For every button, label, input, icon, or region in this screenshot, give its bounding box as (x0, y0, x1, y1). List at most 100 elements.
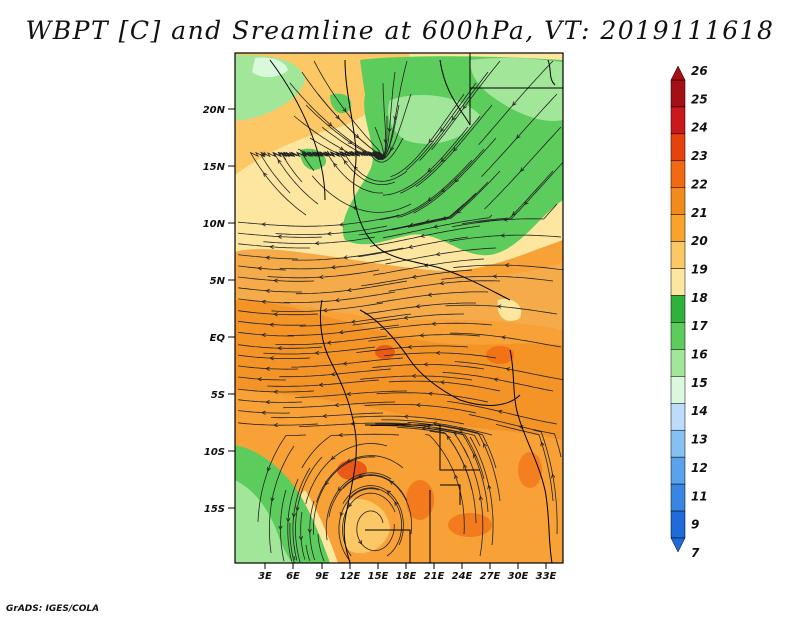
streamline-arrow (330, 455, 336, 460)
streamline (450, 332, 562, 348)
wbpt-hotspot-4 (406, 480, 434, 520)
streamline-arrow (386, 490, 391, 495)
streamline-arrow (435, 350, 441, 356)
streamline (299, 422, 412, 427)
streamline-arrow (343, 159, 348, 165)
border-center (359, 309, 521, 406)
streamline-arrow (415, 403, 421, 408)
streamline (289, 82, 375, 157)
streamline (279, 368, 392, 378)
streamline-arrow (411, 274, 417, 279)
streamline (463, 447, 484, 557)
colorbar-label: 15 (691, 376, 708, 390)
streamline (295, 390, 407, 398)
streamline (295, 280, 408, 295)
streamline-arrow (291, 151, 296, 157)
streamline (238, 388, 315, 393)
streamline (380, 322, 493, 330)
streamline (372, 364, 485, 370)
wbpt-green-blob-2 (330, 93, 352, 114)
colorbar-label: 26 (691, 64, 708, 78)
lat-label-5n: 5N (210, 276, 226, 287)
streamline-arrow (407, 344, 412, 349)
streamline-arrow (257, 377, 262, 382)
streamline (385, 247, 497, 265)
colorbar-end-arrow (670, 537, 686, 553)
streamline-arrow (348, 502, 353, 508)
streamline-arrow (273, 278, 278, 283)
streamline (449, 234, 562, 242)
streamline (445, 304, 558, 315)
streamline-arrow (428, 138, 433, 144)
colorbar-label: 21 (691, 206, 708, 220)
streamline-arrow (440, 127, 445, 133)
streamline (357, 236, 469, 258)
colorbar-label: 17 (691, 319, 708, 333)
streamline (313, 60, 380, 152)
streamline-arrow (277, 234, 282, 239)
colorbar-swatch (670, 295, 686, 323)
lat-label-15s: 15S (204, 504, 225, 515)
streamline-arrow (390, 146, 395, 152)
colorbar-label: 9 (691, 518, 699, 532)
colorbar-swatch (670, 79, 686, 108)
lon-label-15e: 15E (368, 571, 389, 582)
streamline (382, 126, 469, 196)
streamline-arrow (452, 147, 458, 152)
colorbar-swatch (670, 510, 686, 539)
streamline (401, 425, 485, 480)
wbpt-hotspot-5 (448, 513, 492, 537)
streamline (434, 427, 489, 513)
streamline-arrow (376, 153, 382, 157)
streamline (238, 243, 310, 249)
streamline-arrow (458, 428, 464, 433)
streamline-arrow (487, 484, 492, 490)
streamline (375, 423, 481, 447)
streamline-arrow (505, 367, 511, 372)
streamline-arrow (483, 442, 487, 448)
lon-label-6e: 6E (286, 571, 300, 582)
streamline-arrow (330, 265, 336, 270)
wbpt-hotspot-3 (337, 460, 367, 480)
lon-label-21e: 21E (424, 571, 445, 582)
streamline-arrow (338, 222, 344, 227)
colorbar-label: 19 (691, 262, 708, 276)
streamline (469, 436, 494, 546)
streamline-arrow (551, 473, 556, 479)
streamline-arrow (333, 162, 338, 168)
wbpt-field (235, 53, 563, 563)
streamline-arrow (318, 152, 324, 157)
streamline-arrow (346, 391, 351, 396)
streamline-arrow (330, 372, 336, 377)
streamline-arrow (261, 333, 266, 338)
streamline (257, 434, 307, 522)
streamline (279, 258, 392, 270)
streamline-arrow (407, 244, 413, 249)
streamline (263, 346, 376, 355)
streamline (280, 151, 317, 183)
streamline-arrow (511, 101, 517, 107)
streamline (419, 71, 489, 161)
streamline-arrow (322, 308, 328, 313)
streamline-arrow (363, 150, 368, 155)
streamline-arrow (322, 413, 327, 419)
wbpt-yellow-patch (497, 299, 522, 321)
wbpt-light-green-2 (470, 57, 563, 121)
streamline (400, 115, 481, 194)
streamline (238, 331, 294, 337)
streamline (305, 443, 388, 504)
streamline (301, 433, 400, 469)
colorbar-swatch (670, 133, 686, 162)
border-north (344, 59, 511, 301)
colorbar-swatch (670, 376, 686, 404)
lon-label-12e: 12E (340, 571, 361, 582)
streamline (376, 392, 489, 403)
streamline (238, 376, 286, 381)
wbpt-hotspot-2 (486, 346, 514, 364)
streamline (238, 320, 307, 326)
streamline-arrow (435, 251, 441, 257)
streamline-arrow (515, 134, 521, 139)
streamline (300, 511, 306, 560)
streamline (325, 472, 392, 541)
